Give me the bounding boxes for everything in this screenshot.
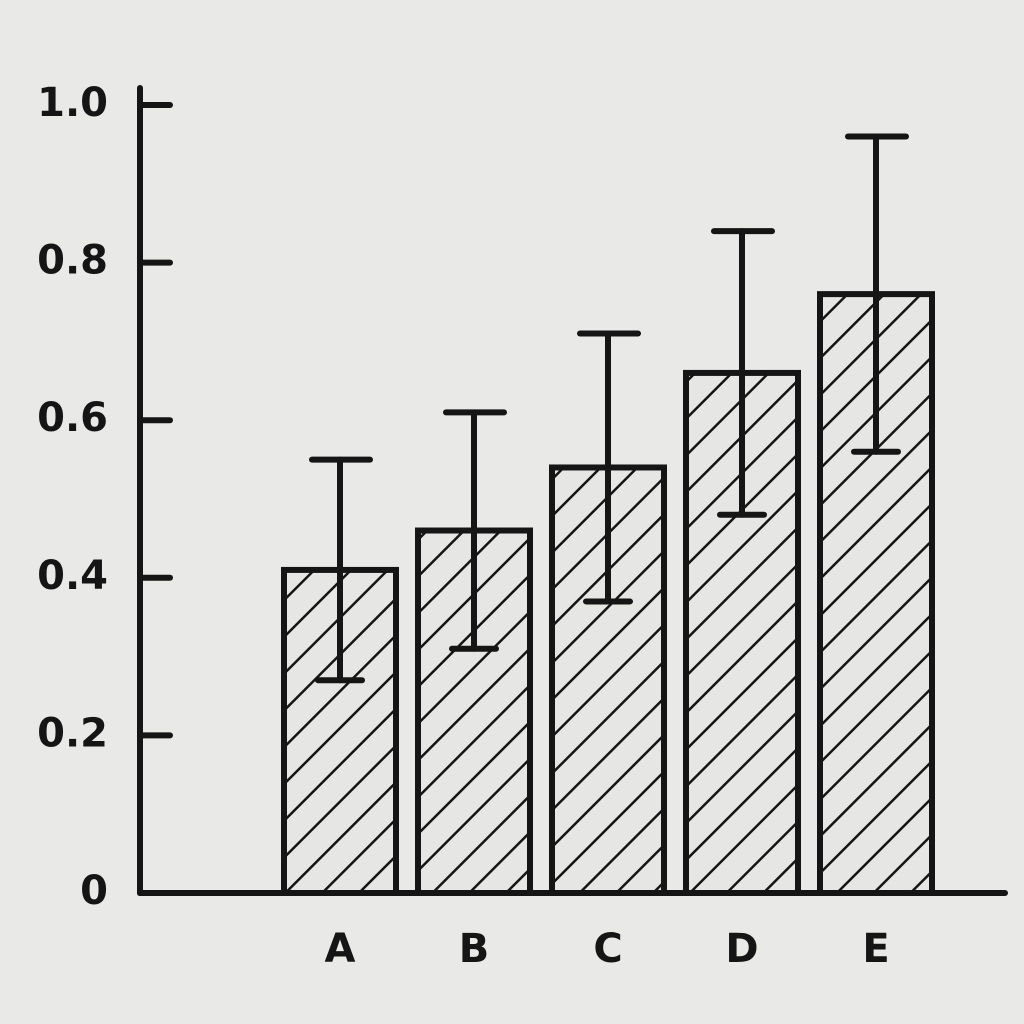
bar (817, 291, 935, 896)
error-bar (309, 456, 373, 684)
x-tick-label: A (325, 926, 356, 972)
x-tick-label: E (862, 926, 889, 972)
bar (549, 464, 667, 896)
error-bar (443, 409, 507, 652)
y-tick-label: 0.4 (37, 553, 108, 599)
error-bar (711, 228, 775, 518)
y-tick-label: 1.0 (37, 80, 108, 126)
y-tick-label: 0.8 (37, 238, 108, 284)
y-tick-label: 0 (80, 868, 108, 914)
x-tick-label: C (593, 926, 622, 972)
x-tick-label: D (725, 926, 758, 972)
error-bar (845, 133, 909, 455)
error-bar (577, 330, 641, 605)
y-tick-label: 0.6 (37, 395, 108, 441)
y-tick-label: 0.2 (37, 710, 108, 756)
x-tick-label: B (459, 926, 490, 972)
